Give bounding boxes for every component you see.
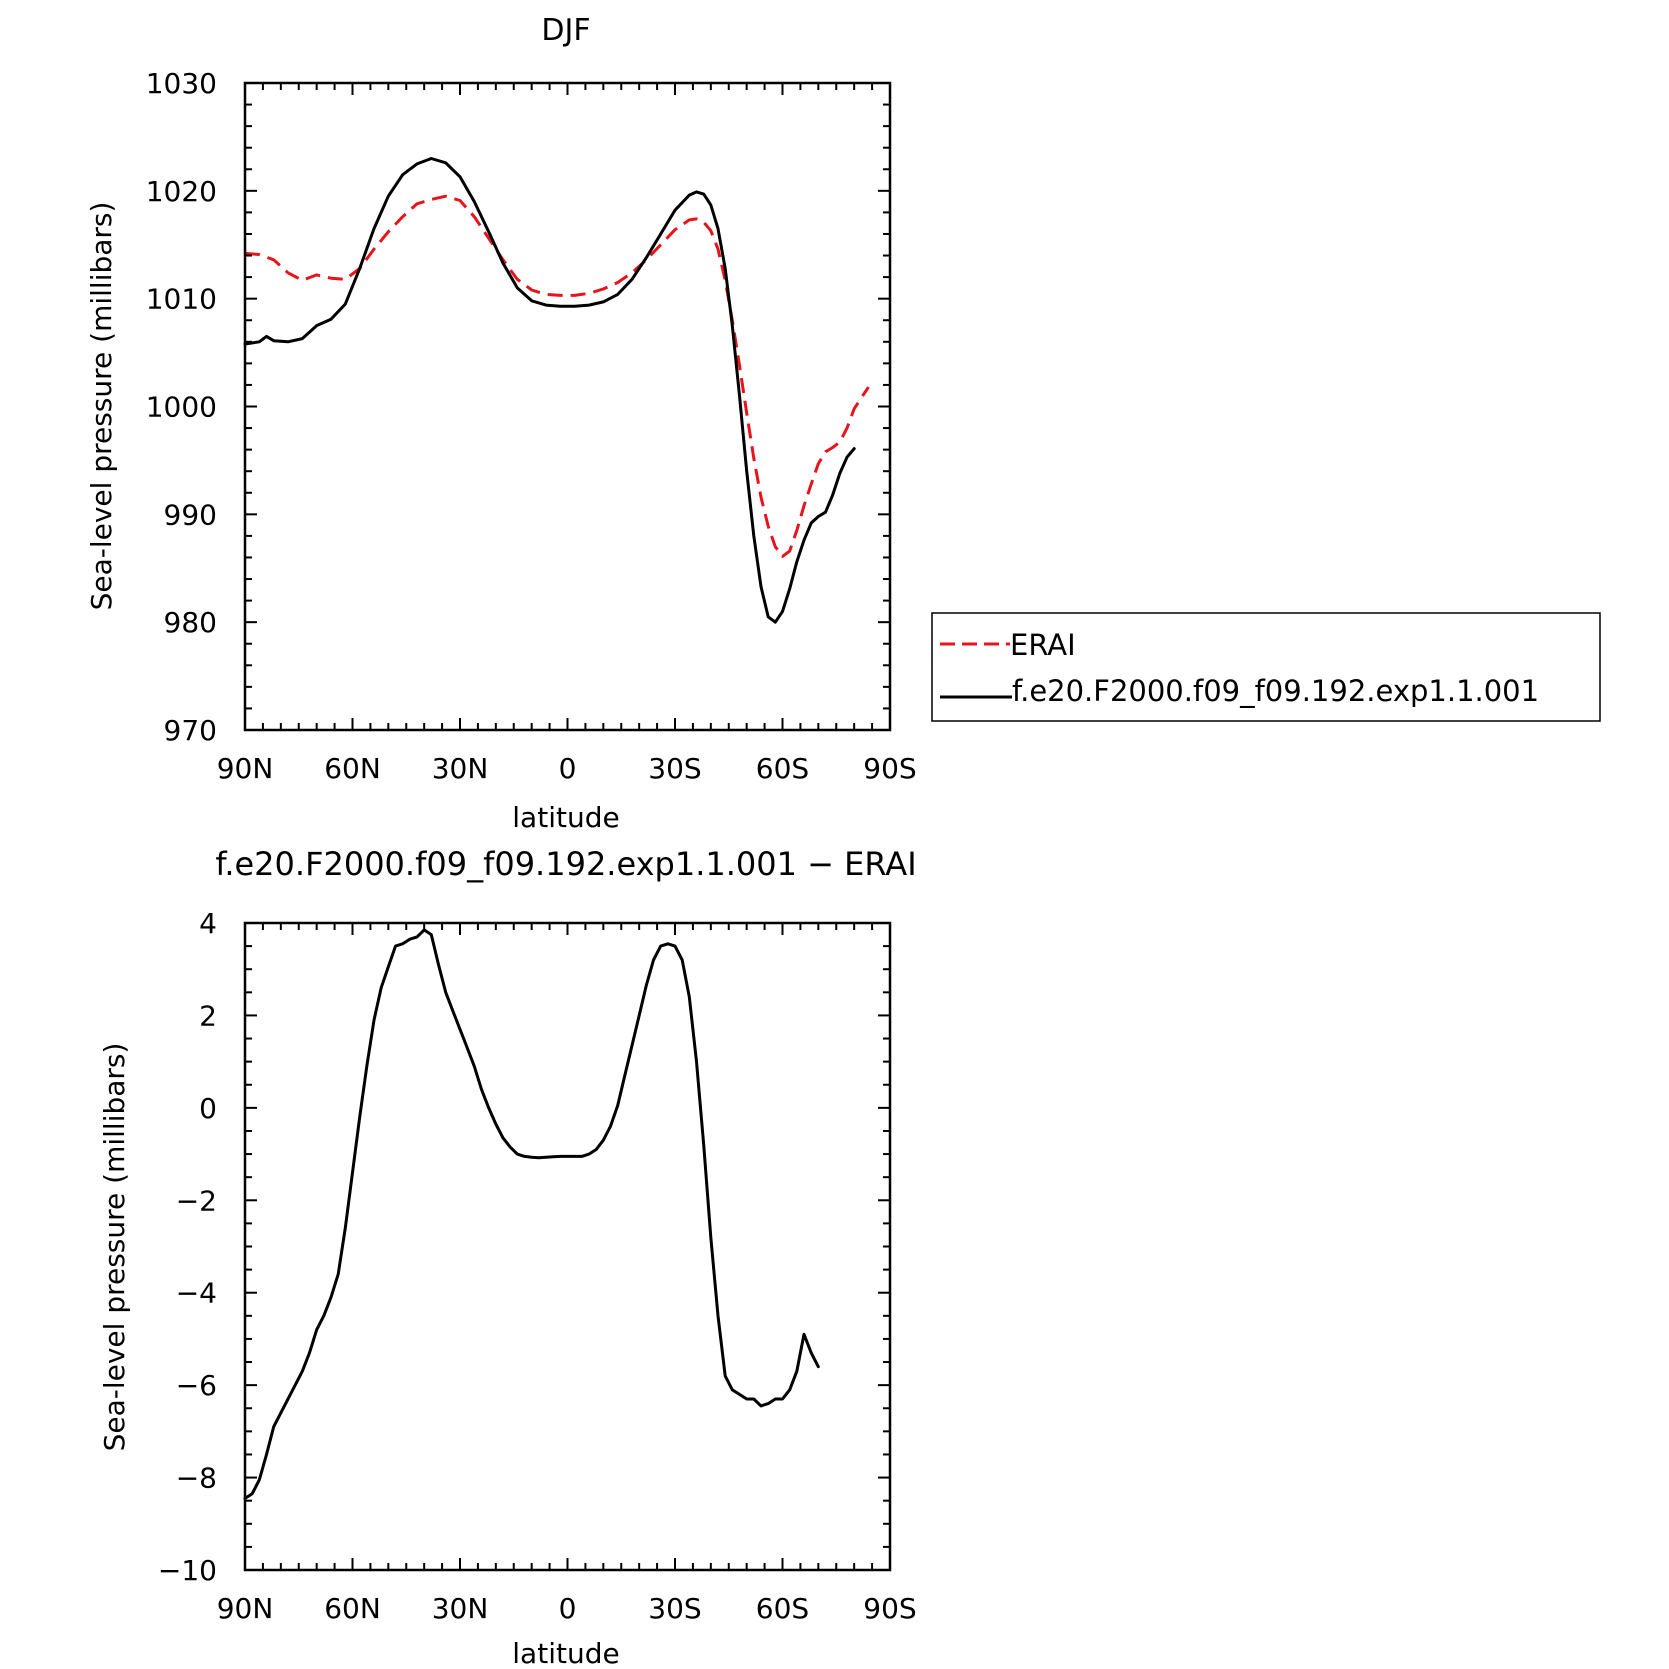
y-tick-label: 4 [199,907,217,940]
axis-ticks [244,922,891,1571]
x-tick-label: 60S [756,752,809,785]
legend: ERAI f.e20.F2000.f09_f09.192.exp1.1.001 [931,612,1601,722]
y-axis-label: Sea-level pressure (millibars) [98,1043,131,1452]
plot-lines [243,928,820,1500]
y-tick-label: 970 [164,714,217,747]
plot-lines [243,157,870,624]
x-tick-label: 30S [648,1592,701,1625]
series-line-2 [243,157,856,624]
y-tick-label: 990 [164,498,217,531]
panel-djf: DJF 90N 60N 30N 0 30S 60S 90S 970 980 990 1000 101… [85,13,917,834]
x-axis-label: latitude [512,1637,619,1669]
x-axis-label: latitude [512,801,619,834]
x-tick-labels: 90N 60N 30N 0 30S 60S 90S [217,752,917,785]
x-tick-label: 0 [559,752,577,785]
legend-label-erai: ERAI [1010,628,1076,662]
panel-title: DJF [541,13,590,48]
x-tick-label: 60N [324,1592,381,1625]
y-tick-label: −2 [176,1184,217,1217]
axis-ticks [244,82,891,731]
legend-label-model: f.e20.F2000.f09_f09.192.exp1.1.001 [1012,674,1539,708]
x-tick-label: 30N [432,1592,489,1625]
y-tick-label: 1010 [146,283,217,316]
y-tick-label: 1020 [146,175,217,208]
y-tick-label: 1030 [146,67,217,100]
panel-title: f.e20.F2000.f09_f09.192.exp1.1.001 − ERA… [215,845,916,883]
x-tick-labels: 90N 60N 30N 0 30S 60S 90S [217,1592,917,1625]
x-tick-label: 60N [324,752,381,785]
series-line-1 [244,194,870,558]
x-tick-label: 60S [756,1592,809,1625]
y-axis-label: Sea-level pressure (millibars) [85,202,118,611]
y-tick-label: −8 [176,1462,217,1495]
x-tick-label: 90N [217,752,274,785]
x-tick-label: 90S [863,752,916,785]
x-tick-label: 0 [559,1592,577,1625]
y-tick-labels: −10 −8 −6 −4 −2 0 2 4 [158,907,217,1587]
x-tick-label: 30N [432,752,489,785]
y-tick-label: 0 [199,1092,217,1125]
legend-box [931,612,1601,722]
y-tick-labels: 970 980 990 1000 1010 1020 1030 [146,67,217,747]
x-tick-label: 90N [217,1592,274,1625]
y-tick-label: −10 [158,1554,217,1587]
x-tick-label: 90S [863,1592,916,1625]
series-line-1 [243,928,820,1500]
plot-frame [243,81,892,732]
y-tick-label: −4 [176,1277,217,1310]
y-tick-label: 980 [164,606,217,639]
y-tick-label: 1000 [146,391,217,424]
y-tick-label: −6 [176,1369,217,1402]
panel-difference: f.e20.F2000.f09_f09.192.exp1.1.001 − ERA… [98,845,917,1669]
y-tick-label: 2 [199,999,217,1032]
x-tick-label: 30S [648,752,701,785]
